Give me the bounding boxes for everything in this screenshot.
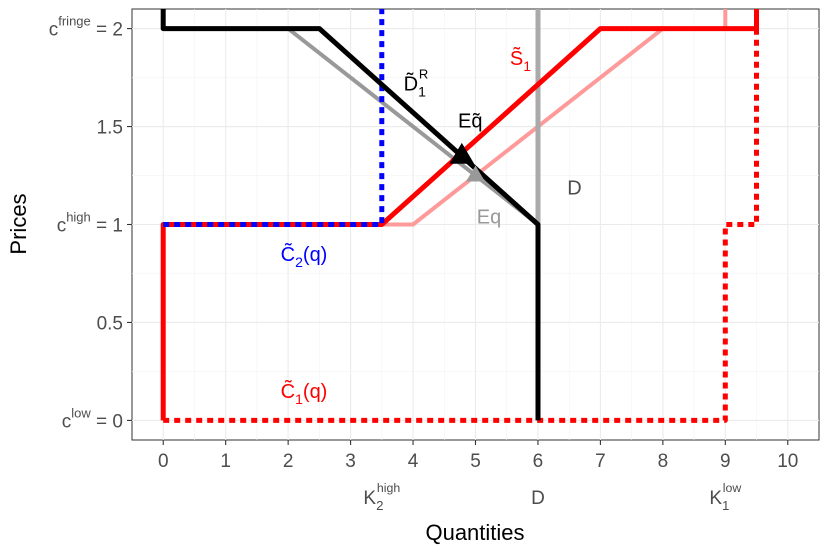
label-c2: C̃2(q) [281,243,328,270]
series-residual-demand [160,9,541,421]
label-c1: C̃1(q) [281,380,328,407]
svg-text:D: D [567,177,581,199]
label-s1-base: S [510,47,523,70]
label-c2-base: C [281,243,295,266]
y-axis: clow = 0 0.5 chigh = 1 1.5 cfringe = 2 [49,14,132,432]
extra-x-label-2: K1 low [709,481,741,513]
x-tick-label: 4 [408,451,419,472]
extra-x-label-2-sub: 1 [722,498,729,513]
label-eqtilde-base: Eq [458,111,482,133]
label-s1: S̃1 [510,47,531,74]
eq-tilde-marker [449,142,475,164]
label-d1r-sup: R [419,66,428,81]
label-d: D [567,177,581,199]
extra-x-label-2-base: K [709,488,722,509]
label-d1r-sub: 1 [418,83,426,99]
series-group [160,9,759,423]
x-tick-label: 0 [158,451,169,472]
svg-text:D̃1R: D̃1R [404,66,429,99]
x-tick-label: 1 [220,451,231,472]
label-d1r: D̃1R [404,66,429,99]
label-d-base: D [567,177,581,199]
extra-x-label-1: D [531,488,545,509]
y-axis-title: Prices [6,193,31,254]
y-tick-label: chigh = 1 [57,210,123,237]
label-d1r-base: D [404,72,418,95]
svg-text:K1low: K1 low [709,481,741,513]
x-tick-label: 6 [533,451,544,472]
svg-text:D: D [531,488,545,509]
label-c1-sub: 1 [295,391,303,407]
y-tick-label: clow = 0 [62,405,123,432]
label-eq: Eq [477,207,501,229]
extra-x-label-0-sub: 2 [376,498,383,513]
label-eqtilde: Eq̃ [458,111,482,133]
x-tick-label: 9 [720,451,731,472]
eq-marker [466,165,485,182]
y-tick-label: 1.5 [97,118,123,139]
x-axis-title: Quantities [425,520,524,545]
extra-x-label-0-base: K [363,488,376,509]
x-axis: 0 1 2 3 4 5 6 7 8 9 10 [158,440,798,472]
x-tick-label: 5 [470,451,481,472]
svg-text:C̃1(q): C̃1(q) [281,380,328,407]
extra-x-labels: K2high D K1low [363,481,741,513]
x-tick-label: 7 [595,451,606,472]
y-tick-label: cfringe = 2 [49,14,123,41]
svg-text:Eq̃: Eq̃ [458,111,482,133]
x-tick-label: 3 [345,451,356,472]
markers-group [449,142,485,182]
label-c1-tail: (q) [303,381,327,403]
extra-x-label-2-sup: low [723,481,742,495]
label-c2-sub: 2 [295,254,303,270]
extra-x-label-0: K2 high [363,481,400,513]
svg-text:K2high: K2 high [363,481,400,513]
label-eq-base: Eq [477,207,501,229]
y-tick-label: 0.5 [97,313,123,334]
extra-x-label-1-base: D [531,488,545,509]
svg-text:Eq: Eq [477,207,501,229]
label-c1-base: C [281,380,295,403]
label-s1-sub: 1 [523,58,531,74]
series-supply-tilde [160,9,759,421]
x-tick-label: 2 [283,451,294,472]
label-c2-tail: (q) [303,244,327,266]
x-tick-label: 8 [658,451,669,472]
svg-text:S̃1: S̃1 [510,47,531,74]
series-demand-reference [286,27,540,227]
extra-x-label-0-sup: high [377,481,400,495]
svg-text:C̃2(q): C̃2(q) [281,243,328,270]
x-tick-label: 10 [777,451,798,472]
